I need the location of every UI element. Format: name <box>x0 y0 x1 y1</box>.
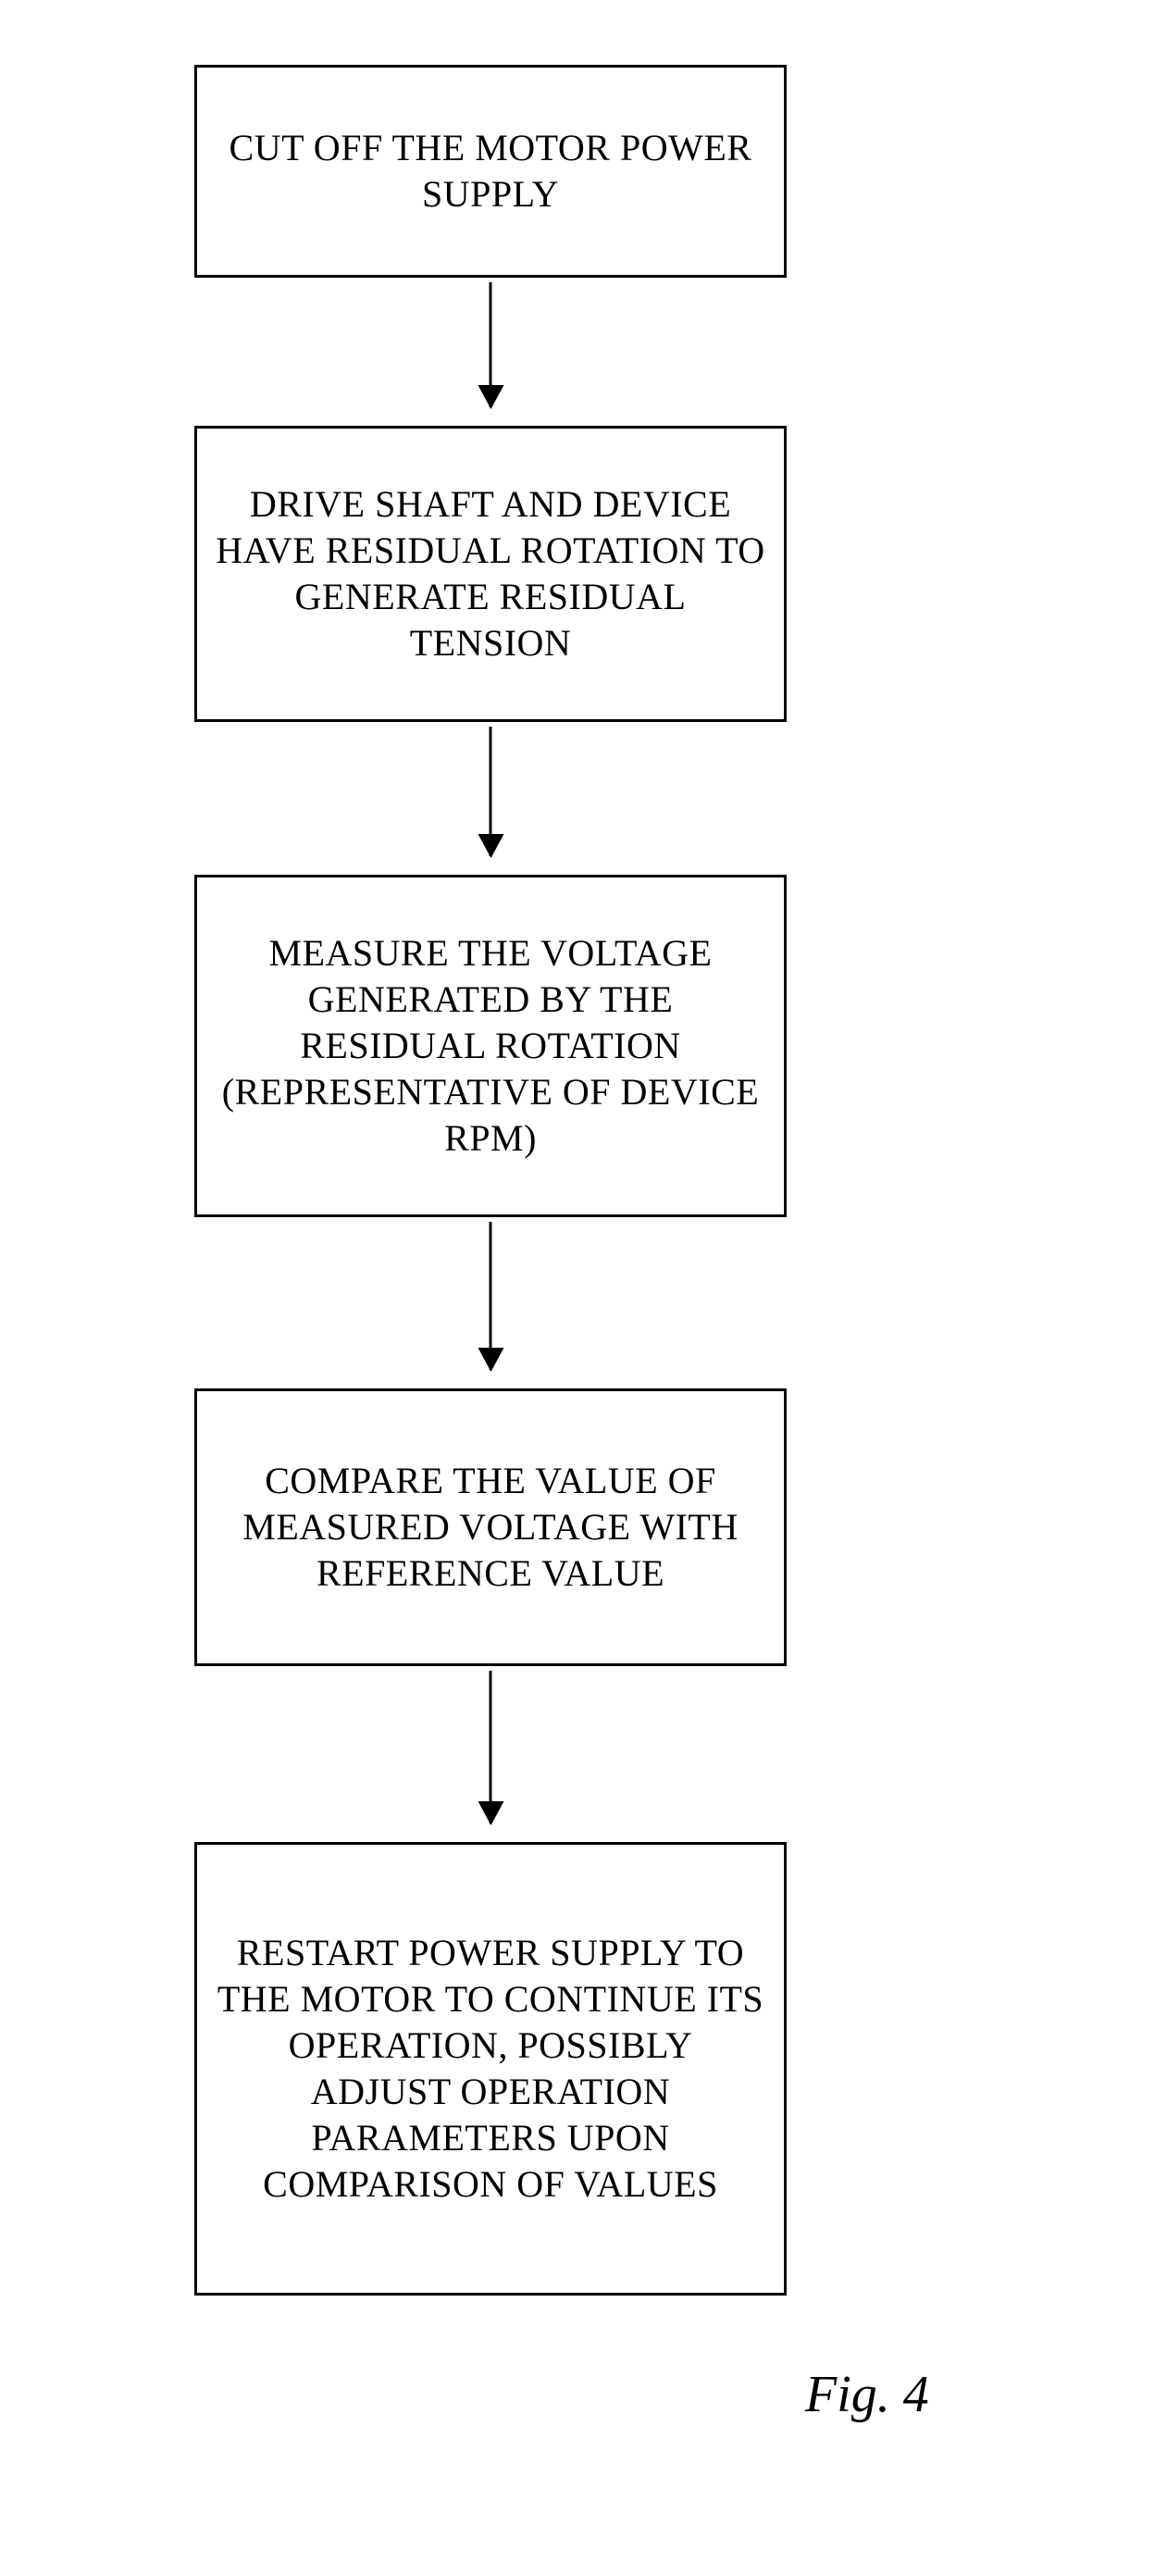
flow-box-3-text: MEASURE THE VOLTAGE GENERATED BY THE RES… <box>216 930 765 1162</box>
flow-box-4-text: COMPARE THE VALUE OF MEASURED VOLTAGE WI… <box>216 1458 765 1597</box>
flow-arrow-2 <box>490 727 492 856</box>
flow-box-1: CUT OFF THE MOTOR POWER SUPPLY <box>194 65 787 278</box>
flow-box-2-text: DRIVE SHAFT AND DEVICE HAVE RESIDUAL ROT… <box>216 481 765 666</box>
flow-arrow-1 <box>490 282 492 407</box>
flow-box-3: MEASURE THE VOLTAGE GENERATED BY THE RES… <box>194 875 787 1217</box>
flow-box-5-text: RESTART POWER SUPPLY TO THE MOTOR TO CON… <box>216 1930 765 2208</box>
flow-box-1-text: CUT OFF THE MOTOR POWER SUPPLY <box>216 125 765 218</box>
flow-box-5: RESTART POWER SUPPLY TO THE MOTOR TO CON… <box>194 1842 787 2296</box>
flow-arrow-4 <box>490 1671 492 1823</box>
figure-label-text: Fig. 4 <box>805 2366 929 2423</box>
flow-arrow-3 <box>490 1222 492 1370</box>
flowchart-container: CUT OFF THE MOTOR POWER SUPPLY DRIVE SHA… <box>0 0 1167 2576</box>
flow-box-2: DRIVE SHAFT AND DEVICE HAVE RESIDUAL ROT… <box>194 426 787 722</box>
figure-label: Fig. 4 <box>805 2365 929 2424</box>
flow-box-4: COMPARE THE VALUE OF MEASURED VOLTAGE WI… <box>194 1388 787 1666</box>
